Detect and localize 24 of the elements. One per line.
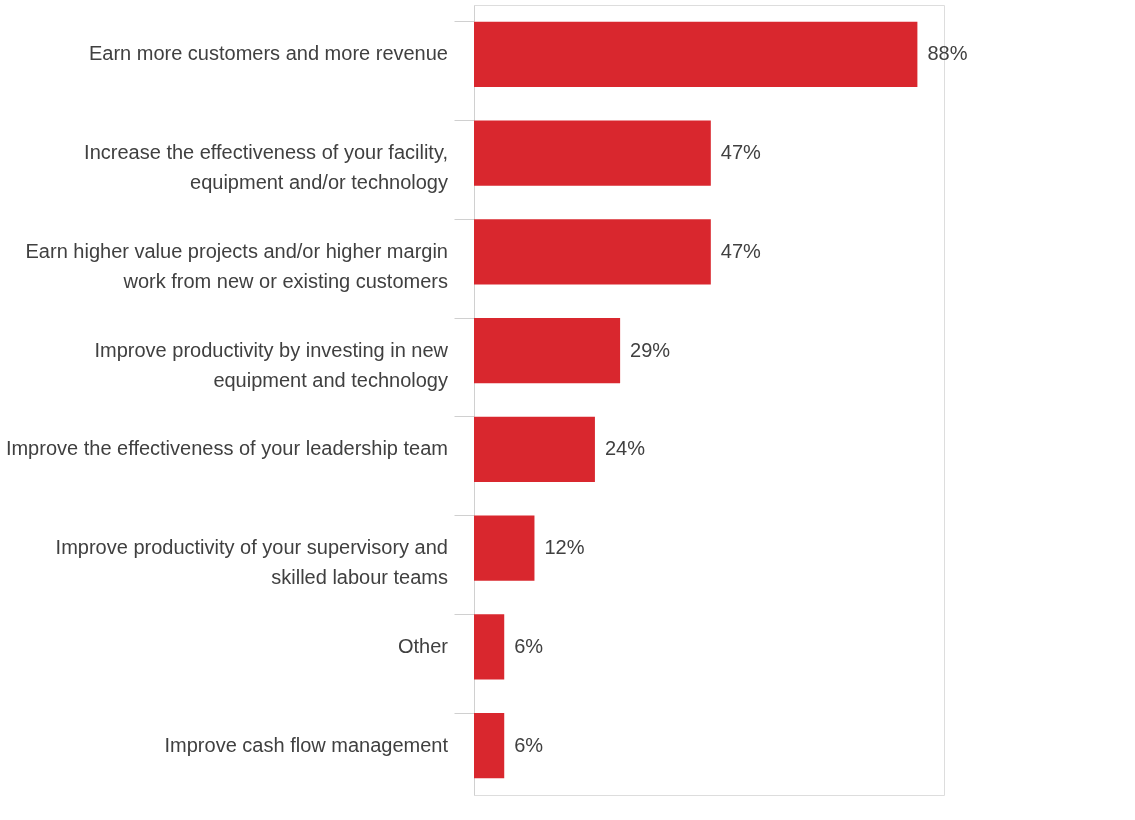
data-label: 47% [720,239,762,262]
data-label: 12% [544,536,585,559]
y-tick-label: Improve the effectiveness of your leadership team [5,437,448,460]
bar [474,515,535,581]
bar [474,21,918,87]
y-tick-label: Earn higher value projects and/or higher margin work from new or existing customers [25,239,448,292]
bar [474,120,711,186]
bar [474,219,711,285]
data-label: 6% [514,634,544,657]
y-tick-label: Other [397,634,449,657]
y-tick-label: Improve cash flow management [164,733,449,756]
y-tick-label: Improve productivity of your supervisory and skilled labour teams [55,536,448,589]
data-label: 6% [514,733,544,756]
data-label: 47% [720,141,762,164]
data-label: 24% [604,437,646,460]
bar [474,416,595,482]
y-tick-label: Earn more customers and more revenue [88,42,448,65]
bar [474,614,505,680]
data-label: 29% [630,338,671,361]
bar [474,713,505,779]
y-tick-label: Improve productivity by investing in new equipment and technology [94,338,449,391]
bar [474,318,621,384]
y-tick-label: Increase the effectiveness of your facility, equipment and/or technology [84,141,448,194]
data-label: 88% [927,42,968,65]
